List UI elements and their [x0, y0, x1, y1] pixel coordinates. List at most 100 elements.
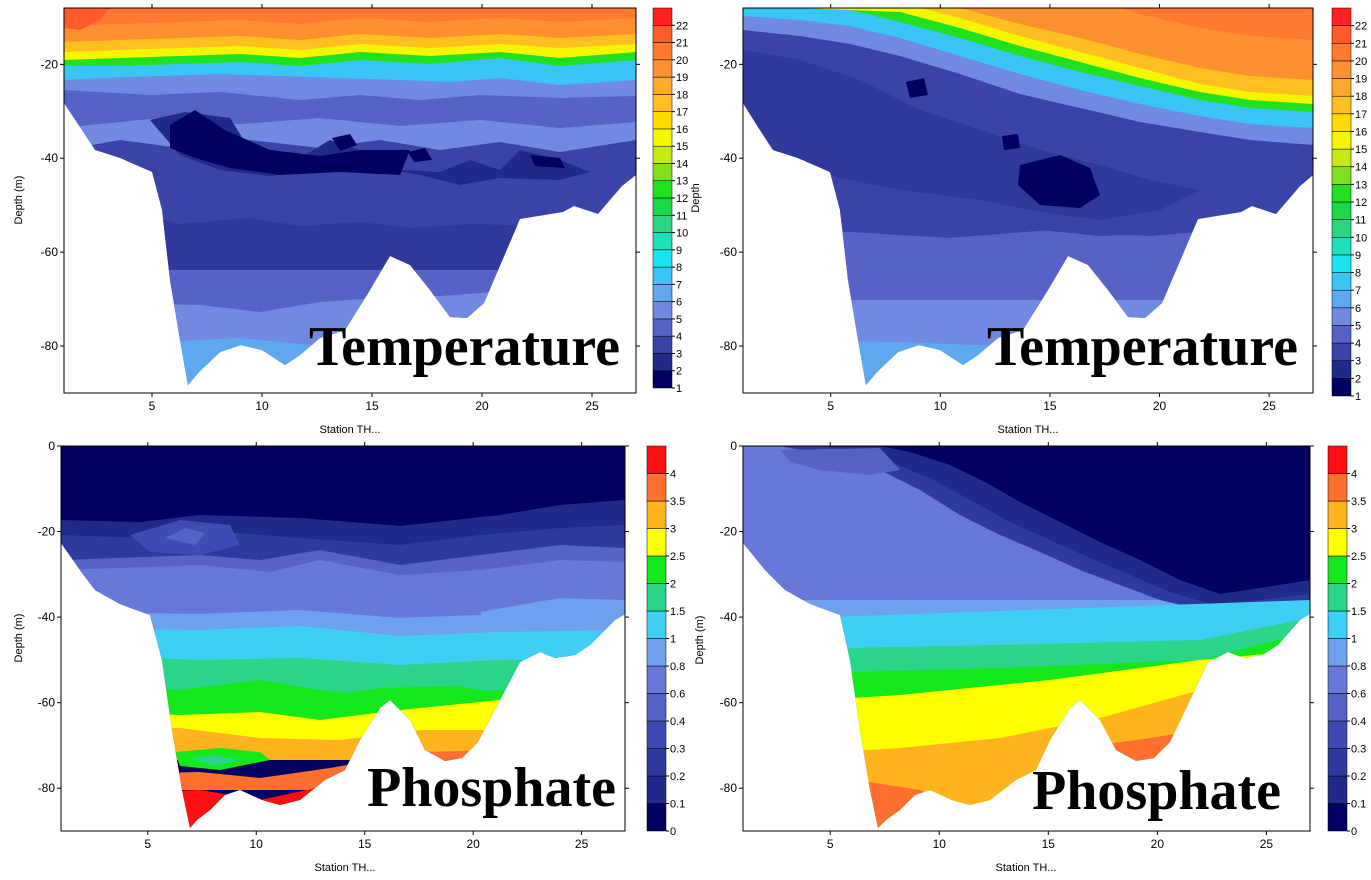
y-tick-label: -40	[41, 151, 59, 165]
colorbar-swatch	[652, 111, 673, 130]
colorbar-swatch	[646, 555, 667, 584]
y-tick-label: 0	[48, 439, 55, 453]
colorbar-label: 8	[1355, 268, 1361, 280]
colorbar-label: 2	[1351, 579, 1357, 591]
colorbar-swatch	[1331, 272, 1352, 291]
x-tick-label: 10	[934, 399, 948, 413]
y-tick-label: -20	[38, 525, 56, 539]
x-tick-label: 5	[827, 837, 834, 851]
colorbar-swatch	[1327, 748, 1348, 777]
y-tick-label: -40	[38, 610, 56, 624]
colorbar-label: 9	[1355, 250, 1361, 262]
colorbar-label: 8	[676, 262, 682, 274]
colorbar-label: 5	[676, 314, 682, 326]
x-tick-label: 20	[1151, 837, 1165, 851]
colorbar-label: 7	[676, 279, 682, 291]
colorbar-swatch	[646, 528, 667, 557]
y-tick-label: -20	[720, 57, 738, 71]
colorbar-label: 13	[1355, 179, 1367, 191]
colorbar-swatch	[1327, 720, 1348, 749]
colorbar-swatch	[652, 197, 673, 216]
colorbar-label: 0.1	[670, 799, 685, 811]
y-tick-label: -40	[720, 151, 738, 165]
colorbar-swatch	[652, 284, 673, 302]
y-tick-label: -80	[720, 781, 738, 795]
colorbar-swatch	[1331, 113, 1352, 132]
colorbar-label: 0.6	[1351, 689, 1366, 701]
colorbar-label: 2	[676, 366, 682, 378]
colorbar-label: 1	[670, 634, 676, 646]
y-tick-label: -20	[41, 57, 59, 71]
colorbar-swatch	[652, 180, 673, 199]
x-tick-label: 15	[1042, 837, 1056, 851]
colorbar-swatch	[1331, 43, 1352, 62]
colorbar-swatch	[1331, 7, 1352, 26]
colorbar-label: 22	[676, 20, 688, 32]
colorbar-swatch	[646, 610, 667, 639]
colorbar-label: 21	[1355, 38, 1367, 50]
x-tick-label: 5	[149, 399, 156, 413]
colorbar-swatch	[646, 693, 667, 722]
colorbar-label: 17	[1355, 109, 1367, 121]
panel-title: Phosphate	[367, 757, 616, 819]
colorbar-swatch	[646, 445, 667, 474]
colorbar-swatch	[1327, 693, 1348, 722]
colorbar-label: 13	[676, 176, 688, 188]
colorbar-label: 0.6	[670, 689, 685, 701]
x-axis-label: Station TH...	[315, 862, 376, 874]
x-tick-label: 5	[144, 837, 151, 851]
colorbar-label: 10	[676, 228, 688, 240]
x-axis-label: Station TH...	[320, 424, 381, 436]
colorbar-label: 21	[676, 38, 688, 50]
colorbar-swatch	[646, 638, 667, 667]
colorbar-swatch	[646, 748, 667, 777]
colorbar-swatch	[1331, 237, 1352, 256]
colorbar-label: 0.8	[1351, 661, 1366, 673]
y-axis-label: Depth (m)	[13, 614, 25, 663]
colorbar-label: 0	[670, 826, 676, 838]
x-tick-label: 25	[1260, 837, 1274, 851]
colorbar-swatch	[652, 145, 673, 164]
y-tick-label: -60	[720, 696, 738, 710]
colorbar-label: 2	[670, 579, 676, 591]
colorbar-swatch	[1327, 638, 1348, 667]
colorbar-swatch	[652, 215, 673, 233]
colorbar-label: 18	[1355, 91, 1367, 103]
colorbar-swatch	[1331, 254, 1352, 273]
colorbar-label: 12	[1355, 197, 1367, 209]
colorbar-swatch	[1327, 445, 1348, 474]
colorbar-swatch	[1331, 289, 1352, 309]
colorbar-label: 2	[1355, 373, 1361, 385]
colorbar-swatch	[652, 94, 673, 112]
x-tick-label: 15	[365, 399, 379, 413]
colorbar-swatch	[646, 665, 667, 694]
colorbar-label: 5	[1355, 320, 1361, 332]
colorbar-swatch	[652, 76, 673, 95]
x-tick-label: 25	[1262, 399, 1276, 413]
y-tick-label: -60	[41, 245, 59, 259]
colorbar-swatch	[1331, 219, 1352, 238]
colorbar-label: Depth	[690, 183, 702, 212]
colorbar-swatch	[1331, 360, 1352, 379]
colorbar-swatch	[646, 720, 667, 749]
y-axis-label: Depth (m)	[13, 176, 25, 225]
colorbar-label: 0.8	[670, 661, 685, 673]
y-axis-label: Depth (m)	[694, 616, 706, 665]
colorbar-label: 1	[1351, 634, 1357, 646]
colorbar-swatch	[1327, 473, 1348, 502]
colorbar-label: 4	[670, 469, 676, 481]
colorbar-swatch	[1327, 583, 1348, 612]
colorbar-swatch	[652, 301, 673, 320]
x-axis-label: Station TH...	[996, 862, 1057, 874]
colorbar-label: 3	[676, 348, 682, 360]
colorbar-swatch	[1327, 665, 1348, 694]
colorbar-swatch	[1327, 803, 1348, 832]
colorbar-swatch	[1331, 325, 1352, 344]
colorbar-label: 2.5	[1351, 551, 1366, 563]
colorbar-swatch	[1331, 148, 1352, 167]
y-tick-label: 0	[730, 439, 737, 453]
colorbar-swatch	[1331, 95, 1352, 115]
panel-title: Phosphate	[1032, 760, 1281, 822]
colorbar-swatch	[1331, 60, 1352, 79]
